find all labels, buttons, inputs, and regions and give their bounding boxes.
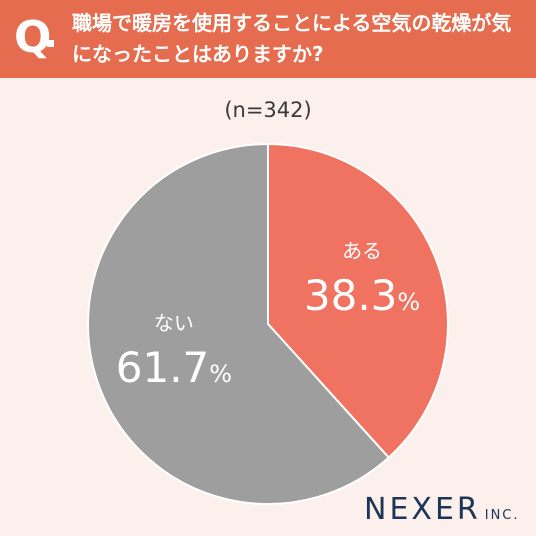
q-mark: Q [14, 12, 52, 63]
brand-logo: NEXER INC. [364, 492, 520, 527]
slice-yes-category-label: ある [342, 239, 382, 263]
slice-yes [267, 142, 449, 459]
slice-yes-value-label: 38.3% [304, 271, 420, 320]
sample-size: (n=342) [224, 98, 312, 122]
q-dot [47, 40, 54, 47]
brand-name: NEXER [364, 492, 481, 527]
brand-suffix: INC. [484, 508, 520, 523]
slice-no-category-label: ない [154, 311, 194, 335]
slice-no-value-label: 61.7% [116, 343, 232, 392]
question-text: 職場で暖房を使用することによる空気の乾燥が気になったことはありますか? [72, 11, 512, 66]
question-banner: Q 職場で暖房を使用することによる空気の乾燥が気になったことはありますか? [0, 0, 536, 78]
slice-no [87, 142, 391, 505]
